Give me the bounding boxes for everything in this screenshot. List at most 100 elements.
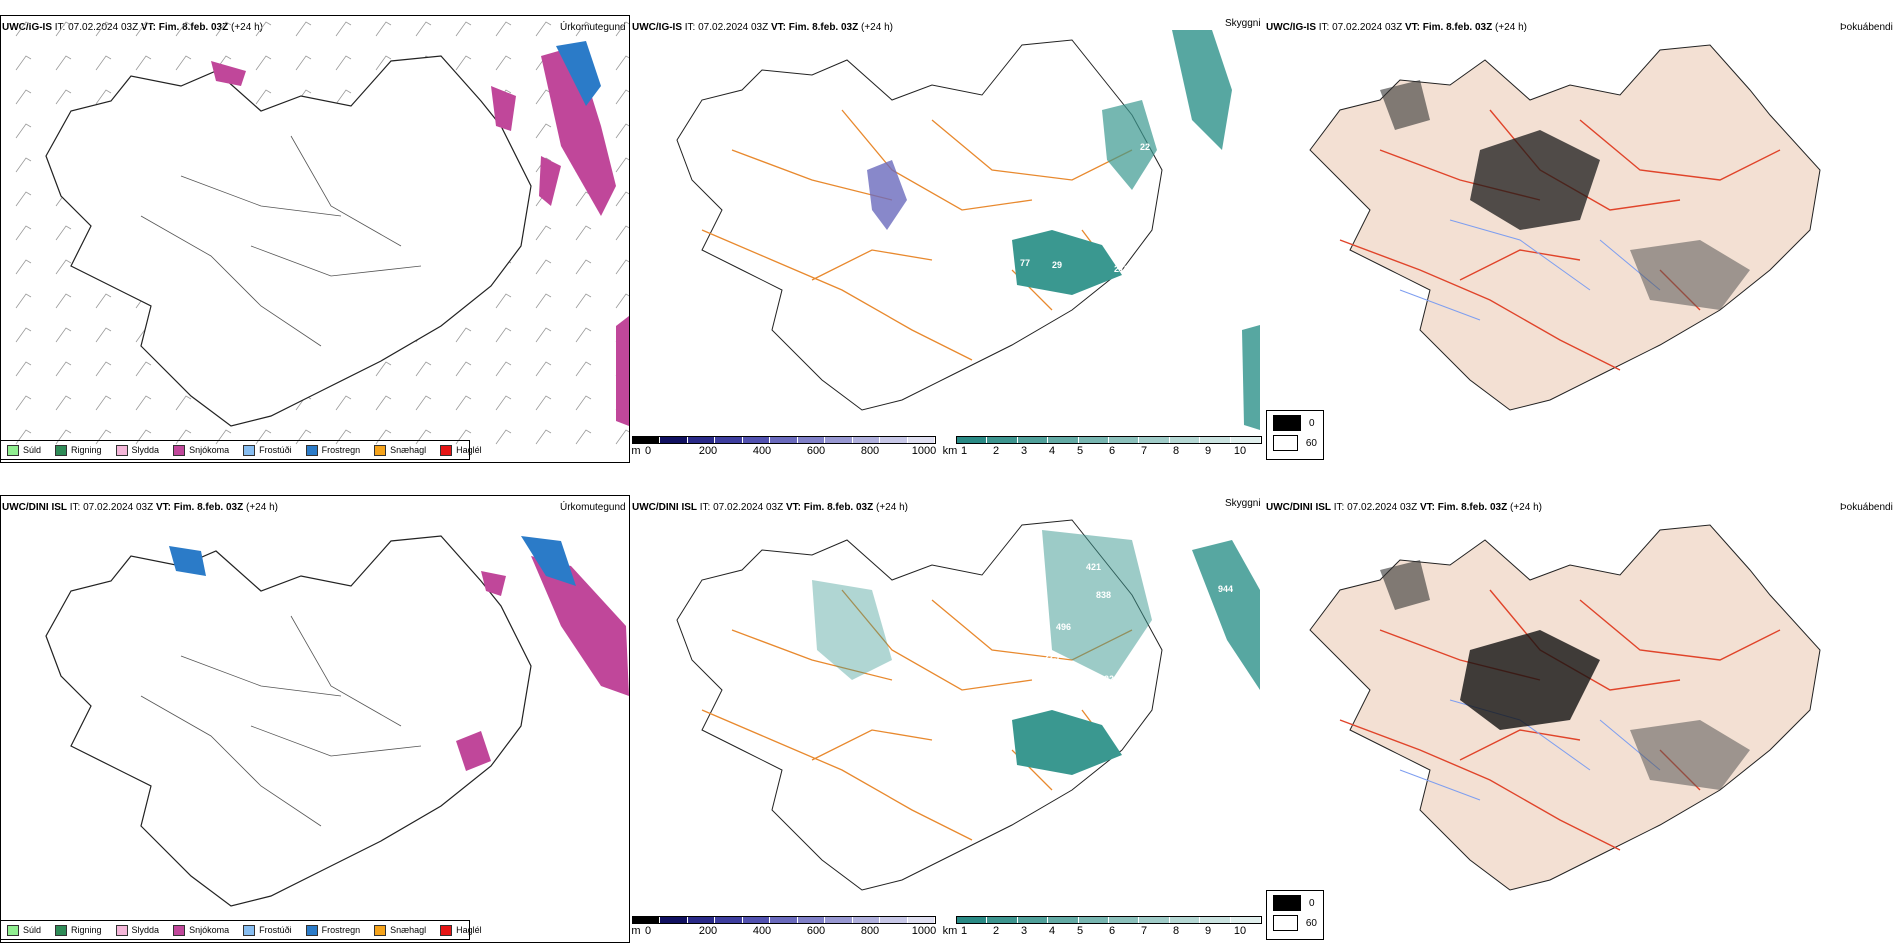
wind-barb xyxy=(455,21,472,37)
panel-header-fog-1: UWC/IG-IS IT: 07.02.2024 03Z VT: Fim. 8.… xyxy=(1266,22,1527,33)
wind-barb xyxy=(375,395,392,411)
map-value-label: 22 xyxy=(1140,142,1151,152)
fog-legend: 0 60 xyxy=(1266,890,1324,940)
visibility-colorbar: km 1 2 3 4 5 6 7 8 9 10 xyxy=(943,436,1262,457)
wind-barb xyxy=(175,21,192,37)
wind-barb xyxy=(575,21,592,37)
legend-item: Slydda xyxy=(115,444,159,456)
wind-barb xyxy=(95,21,112,37)
wind-barb xyxy=(55,293,72,309)
wind-barb xyxy=(95,395,112,411)
wind-barb xyxy=(175,395,192,411)
wind-barb xyxy=(335,21,352,37)
panel-title-cloud: Skyggni xyxy=(1225,498,1261,509)
legend-item: Snjókoma xyxy=(173,444,229,456)
wind-barb xyxy=(95,89,112,105)
wind-barb xyxy=(55,395,72,411)
wind-barb xyxy=(335,89,352,105)
wind-barb xyxy=(495,429,512,445)
visibility-map: 22 88 23 7 3 7 3 77 29 218 3 xyxy=(632,30,1262,430)
legend-item: Frostregn xyxy=(305,924,360,936)
row-2: UWC/DINI ISL IT: 07.02.2024 03Z VT: Fim.… xyxy=(0,480,1900,950)
wind-barb xyxy=(55,327,72,343)
panel-header-precip-2: UWC/DINI ISL IT: 07.02.2024 03Z VT: Fim.… xyxy=(2,502,278,513)
legend-item: Frostregn xyxy=(305,444,360,456)
wind-barb xyxy=(535,157,552,173)
legend-item: Snæhagl xyxy=(374,924,426,936)
legend-item: Snjókoma xyxy=(173,924,229,936)
wind-barb xyxy=(15,259,32,275)
wind-barb xyxy=(135,361,152,377)
map-value-label: 3 xyxy=(994,256,1000,266)
wind-barb xyxy=(255,21,272,37)
wind-barb xyxy=(455,327,472,343)
legend-item: Frostúði xyxy=(243,444,292,456)
wind-barb xyxy=(15,429,32,445)
wind-barb xyxy=(455,361,472,377)
wind-barb xyxy=(535,259,552,275)
panel-header-precip-1: UWC/IG-IS IT: 07.02.2024 03Z VT: Fim. 8.… xyxy=(2,22,263,33)
fog-map xyxy=(1300,520,1860,900)
wind-barb xyxy=(55,225,72,241)
map-value-label: 218 xyxy=(1114,264,1130,274)
map-value-label: 7 xyxy=(920,222,926,232)
wind-barb xyxy=(335,395,352,411)
wind-barb xyxy=(295,55,312,71)
wind-barb xyxy=(55,89,72,105)
wind-barb xyxy=(575,259,592,275)
wind-barb xyxy=(575,293,592,309)
height-colorbar-swatches xyxy=(632,436,936,444)
wind-barb xyxy=(55,21,72,37)
visibility-colorbar-swatches xyxy=(956,436,1262,444)
wind-barb xyxy=(415,361,432,377)
legend-item: Súld xyxy=(7,444,41,456)
height-colorbar: m 0 200 400 600 800 1000 xyxy=(631,436,936,457)
wind-barb xyxy=(335,55,352,71)
panel-title-cloud: Skyggni xyxy=(1225,18,1261,29)
map-value-label: 3 xyxy=(1110,242,1116,252)
map-value-label: 3 xyxy=(900,242,906,252)
wind-barb xyxy=(135,21,152,37)
wind-barb xyxy=(15,225,32,241)
wind-barb xyxy=(135,429,152,445)
wind-barb xyxy=(615,21,629,37)
map-value-label: 838 xyxy=(1096,590,1112,600)
map-value-label: 229 xyxy=(1104,674,1120,684)
visibility-colorbar: km 1 2 3 4 5 6 7 8 9 10 xyxy=(943,916,1262,937)
wind-barb xyxy=(255,55,272,71)
panel-title-precip: Úrkomutegund xyxy=(560,22,626,33)
map-value-label: 29 xyxy=(1052,260,1063,270)
panel-title-fog: Þokuábendi xyxy=(1840,22,1893,33)
visibility-map-canvas xyxy=(676,30,1260,430)
wind-barb xyxy=(575,429,592,445)
fog-map xyxy=(1300,40,1860,420)
wind-barb xyxy=(175,55,192,71)
map-value-label: 186 xyxy=(1112,696,1128,706)
wind-barb xyxy=(535,395,552,411)
wind-barb xyxy=(575,327,592,343)
precip-legend: Súld Rigning Slydda Snjókoma Frostúði Fr… xyxy=(0,440,482,460)
wind-barb xyxy=(535,293,552,309)
model-name: UWC/IG-IS xyxy=(2,22,52,33)
wind-barb xyxy=(135,55,152,71)
map-value-label: 77 xyxy=(1020,258,1031,268)
map-value-label: 944 xyxy=(1218,584,1234,594)
panel-header-fog-2: UWC/DINI ISL IT: 07.02.2024 03Z VT: Fim.… xyxy=(1266,502,1542,513)
wind-barb xyxy=(15,327,32,343)
wind-barb xyxy=(375,55,392,71)
wind-barb xyxy=(575,361,592,377)
wind-barb xyxy=(615,429,629,445)
wind-barb xyxy=(615,191,629,207)
legend-item: Súld xyxy=(7,924,41,936)
panel-header-cloud-2: UWC/DINI ISL IT: 07.02.2024 03Z VT: Fim.… xyxy=(632,502,908,513)
fog-map-canvas xyxy=(1309,44,1821,411)
map-value-label: 225 xyxy=(1044,652,1060,662)
wind-barb xyxy=(55,429,72,445)
wind-barb xyxy=(615,89,629,105)
wind-barb xyxy=(335,429,352,445)
wind-barb xyxy=(455,55,472,71)
map-value-label: 23 xyxy=(950,177,961,187)
legend-item: Snæhagl xyxy=(374,444,426,456)
legend-item: Rigning xyxy=(55,444,102,456)
wind-barb xyxy=(455,429,472,445)
